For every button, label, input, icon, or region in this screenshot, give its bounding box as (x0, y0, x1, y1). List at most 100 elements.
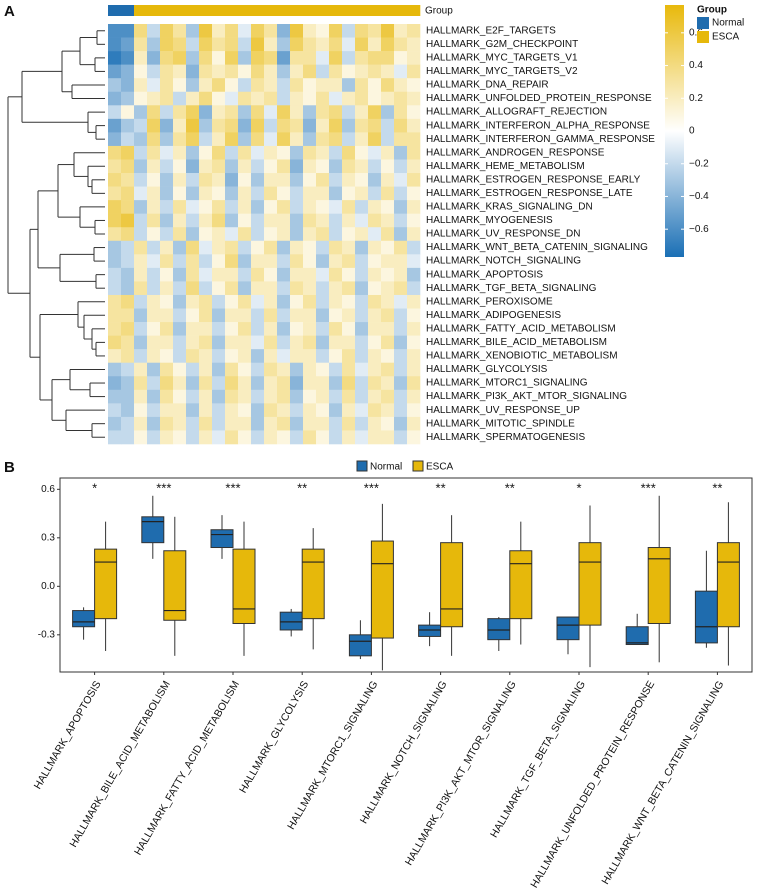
heatmap-cell (225, 173, 239, 187)
heatmap-cell (290, 416, 304, 431)
heatmap-cell (407, 403, 421, 418)
heatmap-cell (329, 118, 343, 133)
heatmap-cell (394, 403, 408, 418)
heatmap-cell (251, 64, 265, 79)
heatmap-cell (290, 132, 304, 147)
row-label: HALLMARK_TGF_BETA_SIGNALING (426, 283, 597, 294)
heatmap-cell (134, 430, 148, 445)
heatmap-cell (108, 430, 122, 445)
heatmap-cell (342, 64, 356, 79)
heatmap-cell (290, 118, 304, 133)
heatmap-cell (303, 132, 317, 147)
heatmap-cell (394, 159, 408, 174)
heatmap-cell (407, 118, 421, 133)
heatmap-cell (407, 24, 421, 38)
heatmap-cell (199, 362, 213, 377)
heatmap-cell (264, 349, 278, 364)
row-label: HALLMARK_GLYCOLYSIS (426, 364, 548, 375)
heatmap-cell (277, 64, 291, 79)
heatmap-cell (134, 335, 148, 350)
heatmap-cell (329, 240, 343, 255)
heatmap-cell (147, 281, 161, 296)
heatmap-cell (290, 64, 304, 79)
significance-label: ** (297, 480, 307, 495)
heatmap-cell (355, 403, 369, 418)
heatmap-cell (134, 24, 148, 38)
heatmap-cell (407, 322, 421, 336)
heatmap-cell (342, 294, 356, 309)
heatmap-cell (251, 308, 265, 323)
heatmap-cell (368, 254, 382, 269)
row-label: HALLMARK_MTORC1_SIGNALING (426, 378, 588, 389)
heatmap-cell (134, 416, 148, 431)
heatmap-cell (238, 294, 252, 309)
heatmap-cell (277, 322, 291, 336)
heatmap-cell (316, 159, 330, 174)
heatmap-cell (303, 51, 317, 65)
heatmap-cell (134, 281, 148, 296)
heatmap-cell (134, 254, 148, 269)
group-annotation (303, 5, 317, 16)
heatmap-cell (368, 308, 382, 323)
heatmap-cell (342, 200, 356, 214)
heatmap-cell (121, 51, 135, 65)
heatmap-cell (355, 91, 369, 106)
heatmap-cell (329, 362, 343, 377)
heatmap-cell (303, 389, 317, 404)
heatmap-cell (173, 118, 187, 133)
heatmap-cell (368, 416, 382, 431)
heatmap-cell (108, 186, 122, 201)
heatmap-cell (394, 200, 408, 214)
heatmap-cell (173, 376, 187, 391)
heatmap-cell (303, 281, 317, 296)
row-label: HALLMARK_ESTROGEN_RESPONSE_EARLY (426, 174, 641, 185)
heatmap-cell (381, 227, 395, 242)
heatmap-cell (355, 78, 369, 93)
heatmap-cell (238, 213, 252, 228)
heatmap-cell (134, 389, 148, 404)
heatmap-cell (186, 159, 200, 174)
heatmap-cell (303, 118, 317, 133)
heatmap-cell (160, 159, 174, 174)
heatmap-cell (173, 335, 187, 350)
heatmap-cell (160, 91, 174, 106)
heatmap-cell (342, 213, 356, 228)
heatmap-cell (199, 403, 213, 418)
heatmap-cell (160, 24, 174, 38)
heatmap-cell (355, 24, 369, 38)
heatmap-cell (303, 200, 317, 214)
heatmap-cell (264, 389, 278, 404)
heatmap-cell (238, 376, 252, 391)
significance-label: ** (505, 480, 515, 495)
heatmap-cell (316, 240, 330, 255)
group-annotation (407, 5, 421, 16)
heatmap-cell (199, 267, 213, 282)
heatmap-cell (251, 51, 265, 65)
heatmap-cell (368, 186, 382, 201)
heatmap-cell (238, 389, 252, 404)
heatmap-cell (199, 37, 213, 52)
heatmap-cell (173, 362, 187, 377)
heatmap-cell (394, 91, 408, 106)
heatmap-cell (277, 389, 291, 404)
heatmap-cell (212, 132, 226, 147)
heatmap-cell (199, 254, 213, 269)
panel-label: A (4, 3, 15, 20)
heatmap-cell (108, 64, 122, 79)
heatmap-cell (134, 240, 148, 255)
heatmap-cell (134, 37, 148, 52)
heatmap-cell (303, 64, 317, 79)
heatmap-cell (394, 294, 408, 309)
heatmap-cell (238, 37, 252, 52)
heatmap-cell (329, 294, 343, 309)
heatmap-cell (316, 281, 330, 296)
heatmap-cell (381, 37, 395, 52)
heatmap-cell (381, 281, 395, 296)
heatmap-cell (251, 416, 265, 431)
heatmap-cell (394, 173, 408, 187)
heatmap-cell (212, 173, 226, 187)
heatmap-cell (394, 213, 408, 228)
heatmap-cell (251, 322, 265, 336)
heatmap-cell (290, 200, 304, 214)
heatmap-cell (238, 159, 252, 174)
